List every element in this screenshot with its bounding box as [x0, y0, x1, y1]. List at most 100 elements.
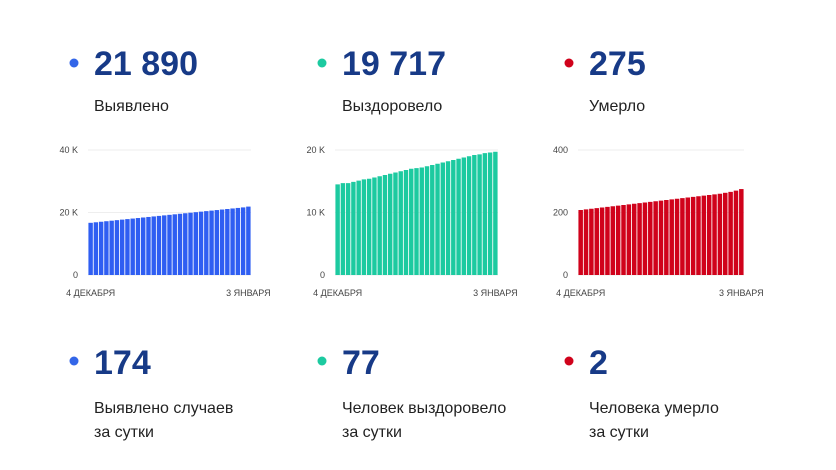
bar	[104, 221, 109, 275]
bar	[477, 154, 482, 275]
bar	[240, 207, 246, 275]
x-tick-label: 3 ЯНВАРЯ	[226, 288, 271, 298]
daily-value: 174	[94, 344, 151, 382]
bar	[382, 175, 388, 275]
status-dot	[564, 356, 574, 366]
bar	[739, 189, 744, 275]
bar	[377, 176, 382, 275]
bar	[141, 217, 146, 275]
status-dot	[317, 58, 327, 68]
bar	[183, 213, 188, 275]
status-dot	[69, 356, 79, 366]
bar	[409, 168, 414, 275]
bar	[648, 201, 653, 275]
bar	[198, 211, 204, 275]
bar	[156, 215, 162, 275]
bar	[685, 197, 691, 275]
daily-label: за сутки	[94, 424, 154, 441]
bar	[435, 163, 440, 275]
bar	[188, 212, 193, 275]
bar	[214, 210, 220, 275]
bar	[393, 172, 398, 275]
daily-value: 2	[589, 344, 608, 382]
bar	[151, 216, 156, 275]
bar	[583, 209, 589, 275]
total-label: Выздоровело	[342, 98, 442, 115]
bar	[130, 218, 135, 275]
bar	[109, 220, 114, 275]
bar	[712, 194, 717, 275]
bar	[225, 209, 230, 275]
bar	[351, 181, 356, 275]
bar	[631, 203, 637, 275]
bar	[230, 208, 235, 275]
daily-label: Человек выздоровело	[342, 400, 506, 417]
bar	[209, 210, 214, 275]
bar	[482, 153, 488, 275]
bar	[398, 171, 403, 275]
status-dot	[317, 356, 327, 366]
bar	[235, 207, 241, 275]
bar	[246, 206, 251, 275]
bar	[706, 195, 712, 275]
bar	[466, 156, 472, 275]
daily-label: за сутки	[342, 424, 402, 441]
bar	[172, 214, 177, 275]
bar	[146, 216, 151, 275]
bar	[610, 206, 616, 275]
bar	[335, 184, 340, 275]
bar	[114, 220, 120, 275]
y-tick-label: 0	[73, 270, 78, 280]
bar	[98, 221, 104, 275]
bar	[701, 195, 707, 275]
bar	[372, 177, 377, 275]
total-value: 19 717	[342, 45, 446, 83]
bar	[440, 162, 445, 275]
bar	[605, 206, 610, 275]
bar	[615, 205, 621, 275]
bar	[451, 160, 456, 275]
bar	[642, 202, 648, 275]
bar	[419, 167, 424, 275]
total-value: 275	[589, 45, 646, 83]
bar	[674, 198, 680, 275]
bar	[696, 196, 701, 275]
bar	[177, 213, 183, 275]
bar	[167, 214, 172, 275]
y-tick-label: 20 K	[306, 145, 325, 155]
bar	[388, 173, 393, 275]
bar	[403, 170, 409, 275]
bar	[728, 191, 733, 275]
bar	[733, 190, 739, 275]
daily-value: 77	[342, 344, 380, 382]
y-tick-label: 400	[553, 145, 568, 155]
bar	[664, 200, 669, 275]
bar	[93, 222, 99, 275]
total-value: 21 890	[94, 45, 198, 83]
bar	[361, 179, 367, 275]
bar	[637, 203, 642, 275]
daily-label: Выявлено случаев	[94, 400, 233, 417]
bar	[599, 207, 605, 275]
bar	[162, 215, 167, 275]
y-tick-label: 40 K	[59, 145, 78, 155]
x-tick-label: 4 ДЕКАБРЯ	[556, 288, 605, 298]
bar	[690, 196, 696, 275]
bar	[578, 210, 583, 275]
bar	[340, 183, 346, 275]
status-dot	[564, 58, 574, 68]
bar	[669, 199, 674, 275]
bar	[356, 180, 361, 275]
bar	[621, 205, 626, 275]
y-tick-label: 0	[320, 270, 325, 280]
bar	[589, 208, 594, 275]
y-tick-label: 0	[563, 270, 568, 280]
x-tick-label: 3 ЯНВАРЯ	[719, 288, 764, 298]
bar	[345, 183, 351, 275]
bar	[204, 211, 209, 275]
bar	[680, 198, 685, 275]
bar	[493, 151, 498, 275]
bar	[658, 200, 664, 275]
total-label: Умерло	[589, 98, 645, 115]
bar	[219, 209, 225, 275]
